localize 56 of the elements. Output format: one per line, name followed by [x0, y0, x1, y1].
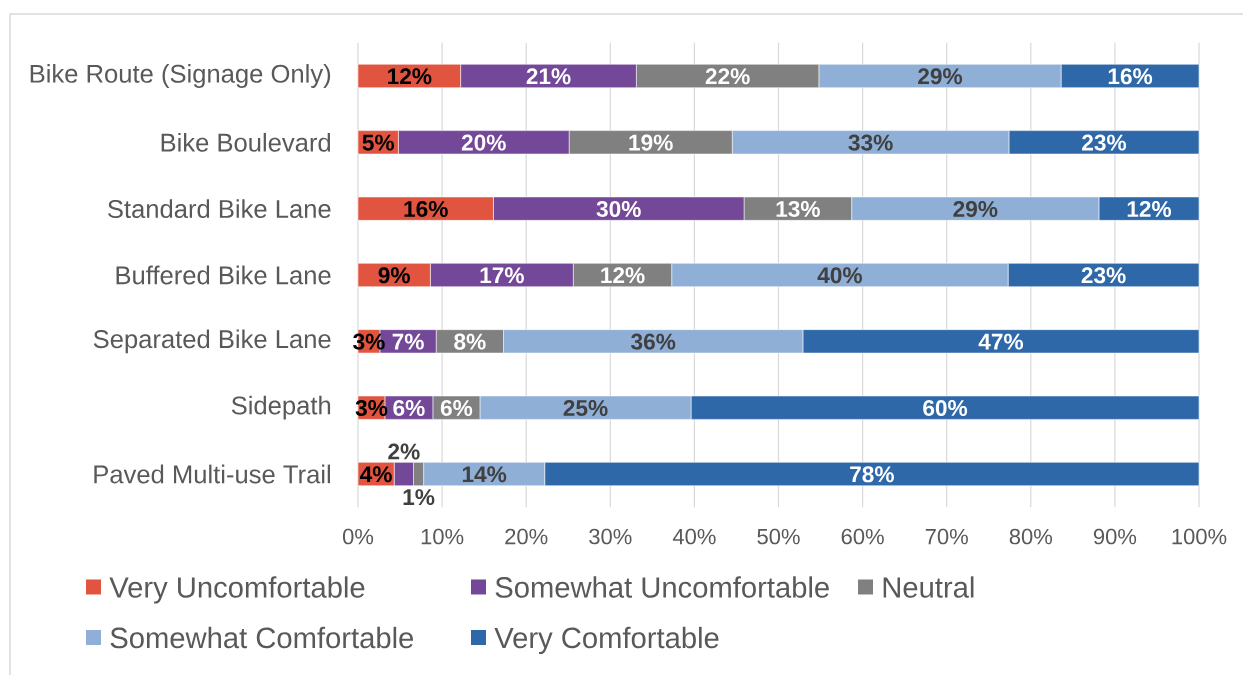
- y-tick-label: Paved Multi-use Trail: [94, 464, 330, 484]
- x-tick-label: 100%: [1172, 528, 1227, 545]
- x-tick-label: 80%: [1009, 528, 1053, 545]
- data-label: 60%: [923, 399, 968, 417]
- legend-label: Very Uncomfortable: [109, 576, 365, 604]
- x-tick-label: 90%: [1093, 528, 1137, 545]
- data-label: 40%: [817, 267, 862, 284]
- data-label: 6%: [440, 399, 473, 417]
- data-label: 14%: [462, 466, 507, 483]
- data-label: 16%: [1108, 68, 1153, 85]
- data-label: 6%: [393, 399, 425, 417]
- y-tick-label: Standard Bike Lane: [108, 199, 331, 219]
- data-label: 12%: [1127, 200, 1172, 217]
- data-label: 17%: [480, 267, 524, 284]
- legend-label: Somewhat Comfortable: [110, 626, 414, 649]
- x-tick-label: 30%: [589, 528, 632, 545]
- x-tick-label: 70%: [925, 528, 968, 545]
- x-tick-label: 60%: [841, 528, 884, 545]
- data-label: 9%: [378, 267, 410, 284]
- data-label: 30%: [596, 200, 641, 218]
- data-label: 33%: [848, 134, 893, 151]
- data-label: 47%: [978, 333, 1024, 350]
- data-label: 22%: [705, 68, 750, 85]
- data-label: 7%: [392, 333, 424, 350]
- data-label: 13%: [776, 200, 820, 218]
- y-tick-label: Sidepath: [231, 395, 331, 420]
- data-label: 23%: [1082, 134, 1127, 151]
- data-label: 4%: [360, 466, 392, 483]
- data-label: 29%: [953, 200, 998, 217]
- legend-label: Neutral: [883, 576, 974, 598]
- data-label: 16%: [404, 200, 448, 217]
- data-label: 25%: [563, 399, 608, 417]
- data-label: 19%: [629, 134, 673, 151]
- x-tick-label: 40%: [672, 528, 716, 545]
- legend-label: Somewhat Uncomfortable: [495, 576, 829, 598]
- data-label: 12%: [388, 68, 432, 85]
- y-tick-label: Separated Bike Lane: [93, 329, 331, 354]
- data-label: 21%: [526, 68, 571, 85]
- data-label: 23%: [1081, 267, 1126, 284]
- data-label: 12%: [601, 267, 645, 284]
- data-label: 78%: [850, 466, 894, 483]
- y-tick-label: Bike Route (Signage Only): [30, 64, 331, 88]
- data-label: 20%: [461, 134, 506, 151]
- x-tick-label: 0%: [342, 528, 374, 545]
- data-label: 1%: [403, 489, 435, 506]
- data-label: 29%: [918, 68, 963, 85]
- legend-label: Very Comfortable: [494, 626, 719, 655]
- x-tick-label: 10%: [421, 528, 464, 545]
- y-tick-label: Bike Boulevard: [161, 132, 331, 152]
- x-tick-label: 20%: [505, 528, 548, 545]
- x-tick-label: 50%: [757, 528, 800, 545]
- data-label: 5%: [362, 134, 394, 151]
- data-label: 2%: [388, 443, 420, 460]
- data-label: 8%: [454, 333, 486, 350]
- data-label: 36%: [631, 333, 676, 350]
- y-tick-label: Buffered Bike Lane: [116, 265, 331, 285]
